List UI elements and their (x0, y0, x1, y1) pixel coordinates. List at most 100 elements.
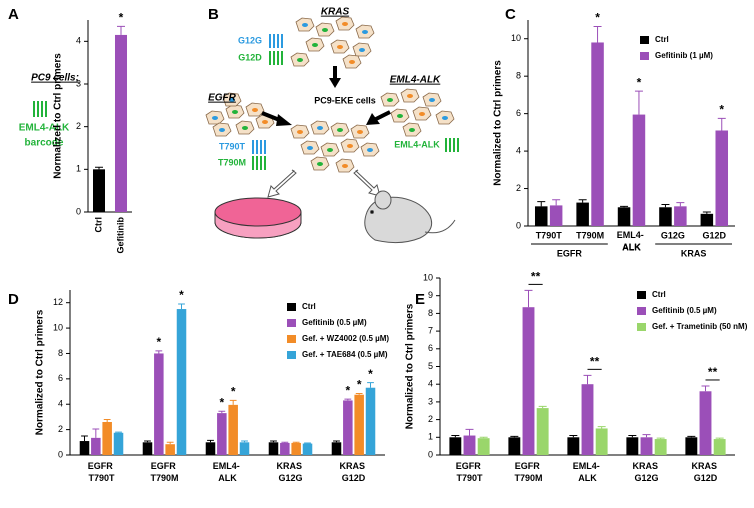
error-bar (628, 435, 637, 438)
bar (591, 42, 604, 226)
error-bar (117, 25, 125, 35)
g12g-label: G12G (238, 35, 262, 45)
x-tick-label: EML4- ALK (213, 461, 243, 483)
error-bar (281, 441, 289, 443)
panel-label: A (8, 6, 19, 23)
bar (477, 438, 490, 455)
center-label: PC9-EKE cells (314, 95, 376, 105)
error-bar (115, 431, 122, 433)
y-tick-label: 8 (58, 348, 63, 358)
x-tick-label: G12G (661, 230, 685, 240)
y-tick-label: 0 (516, 220, 521, 230)
eml4-alk-barcode: EML4-ALK (394, 139, 440, 149)
annotation: ** (708, 365, 718, 379)
x-tick-label: KRAS G12D (691, 461, 719, 483)
error-bar (538, 405, 547, 409)
petri-dish (214, 197, 302, 239)
nucleus (212, 116, 218, 120)
nucleus (317, 162, 323, 166)
x-tick-label: KRAS G12G (276, 461, 304, 483)
nucleus (387, 98, 393, 102)
nucleus (367, 148, 373, 152)
y-tick-label: 1 (428, 432, 433, 442)
nucleus (347, 144, 353, 148)
bar (343, 400, 353, 455)
bar (576, 202, 589, 226)
bar (165, 444, 175, 455)
nucleus (409, 128, 415, 132)
error-bar (304, 442, 311, 444)
bar (632, 114, 646, 226)
bar (715, 130, 729, 226)
y-tick-label: 8 (516, 71, 521, 81)
error-bar (569, 435, 578, 438)
error-bar (676, 202, 685, 207)
error-bar (344, 398, 352, 401)
error-bar (270, 440, 277, 443)
legend-swatch (637, 323, 646, 331)
bar (508, 437, 521, 455)
x-tick-label: KRAS G12G (632, 461, 660, 483)
y-tick-label: 4 (58, 399, 63, 409)
panel-label: B (208, 6, 219, 23)
bar (700, 213, 714, 226)
error-bar (620, 205, 629, 208)
nucleus (242, 126, 248, 130)
bar (205, 442, 216, 455)
y-tick-label: 0 (428, 449, 433, 459)
error-bar (92, 428, 100, 438)
panel-label: D (8, 291, 19, 308)
nucleus (327, 148, 333, 152)
barcode-line2: barcode (25, 138, 64, 149)
nucleus (357, 130, 363, 134)
x-tick-label: G12D (703, 230, 727, 240)
error-bar (537, 201, 546, 207)
error-bar (634, 90, 643, 115)
y-tick-label: 8 (428, 308, 433, 318)
legend-swatch (640, 52, 649, 60)
bar (713, 439, 726, 455)
error-bar (687, 435, 696, 438)
nucleus (232, 110, 238, 114)
x-tick-label: Gefitinib (115, 217, 125, 254)
annotation: * (368, 367, 373, 381)
group-label: ALK (622, 242, 641, 252)
bar (268, 442, 279, 455)
error-bar (642, 434, 651, 438)
annotation: * (231, 385, 236, 399)
bar (331, 442, 342, 455)
legend-label: Gefitinib (1 µM) (655, 51, 713, 60)
legend-label: Gef. + WZ4002 (0.5 µM) (302, 334, 389, 343)
bar (102, 422, 112, 455)
panel-label: E (415, 291, 425, 308)
bar (291, 442, 301, 455)
error-bar (218, 410, 226, 414)
chart: D 0 2 4 6 8 10 12 Normalized to Ctrl primers EGFR… (8, 288, 389, 483)
arrows (261, 66, 391, 126)
cell-clusters (205, 16, 455, 173)
y-tick-label: 9 (428, 290, 433, 300)
bar (176, 309, 187, 455)
bar (92, 169, 106, 212)
error-bar (367, 382, 374, 388)
error-bar (178, 303, 185, 310)
legend-swatch (637, 307, 646, 315)
barcode-icons (252, 34, 459, 170)
nucleus (429, 98, 435, 102)
error-bar (593, 26, 602, 43)
legend-swatch (287, 303, 296, 311)
bar (91, 437, 101, 455)
g12d-label: G12D (238, 52, 262, 62)
error-bar (292, 441, 300, 443)
x-tick-label: EGFR T790T (456, 461, 484, 483)
error-bar (552, 199, 561, 206)
legend-swatch (640, 36, 649, 44)
bar (280, 442, 290, 455)
bar (536, 408, 549, 455)
chart: E 0 1 2 3 4 5 6 7 8 9 10 Normalized to Ctrl primers E… (405, 270, 748, 484)
error-bar (241, 440, 248, 443)
legend-swatch (637, 291, 646, 299)
y-axis-label: Normalized to Ctrl primers (35, 309, 46, 435)
bar (581, 384, 594, 455)
